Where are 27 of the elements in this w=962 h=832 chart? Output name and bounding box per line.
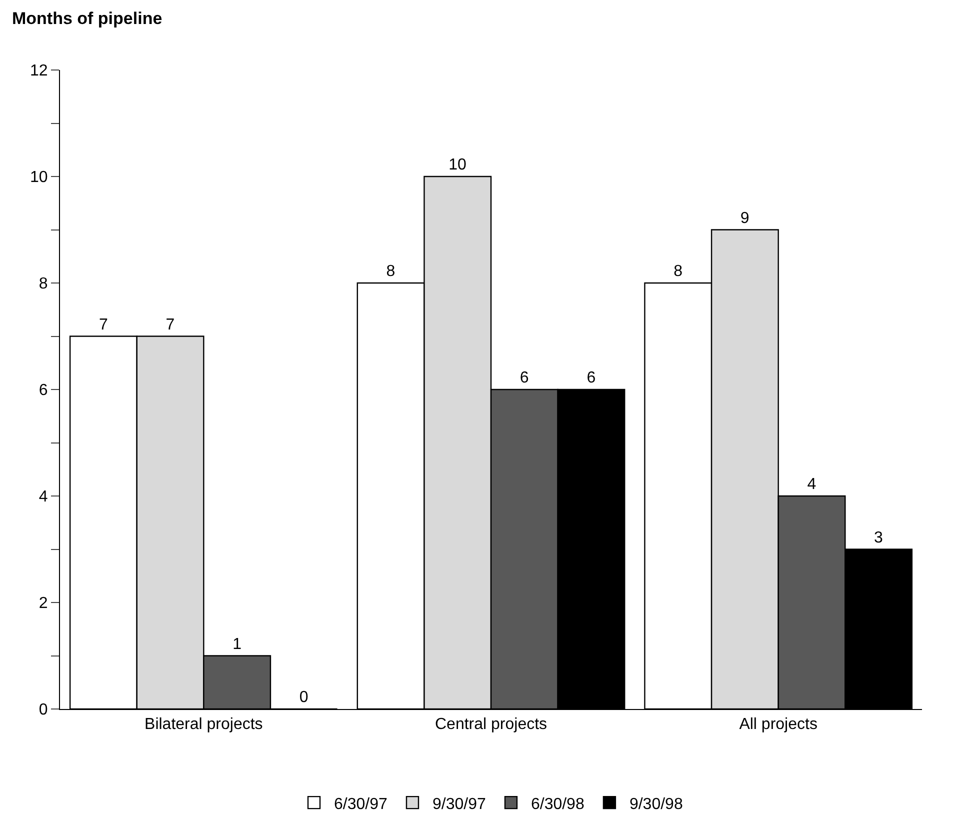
data-label: 1: [232, 636, 242, 653]
data-label: 4: [807, 476, 816, 493]
x-tick-label: Bilateral projects: [144, 716, 263, 734]
data-label: 9: [740, 210, 750, 227]
y-tick-label: 10: [30, 169, 48, 186]
data-label: 7: [166, 316, 175, 334]
legend-label: 6/30/97: [334, 796, 388, 813]
y-axis-title: Months of pipeline: [12, 9, 162, 28]
y-tick-label: 4: [38, 488, 48, 506]
data-label: 3: [874, 529, 884, 546]
x-tick-label: All projects: [739, 716, 818, 734]
y-tick-label: 6: [38, 382, 48, 400]
legend-label: 9/30/97: [432, 796, 486, 813]
data-label: 0: [299, 689, 308, 706]
data-label: 6: [586, 370, 596, 386]
data-label: 7: [98, 316, 108, 334]
y-tick-label: 0: [38, 702, 48, 719]
data-label: 6: [520, 370, 529, 386]
data-label: 8: [674, 263, 683, 280]
y-tick-label: 12: [30, 62, 48, 80]
data-label: 8: [386, 263, 396, 280]
legend-label: 9/30/98: [629, 796, 683, 813]
legend-label: 6/30/98: [530, 796, 584, 813]
x-tick-label: Central projects: [434, 716, 548, 734]
data-label: 10: [448, 156, 467, 174]
y-tick-label: 8: [38, 276, 48, 293]
y-tick-label: 2: [38, 595, 48, 612]
